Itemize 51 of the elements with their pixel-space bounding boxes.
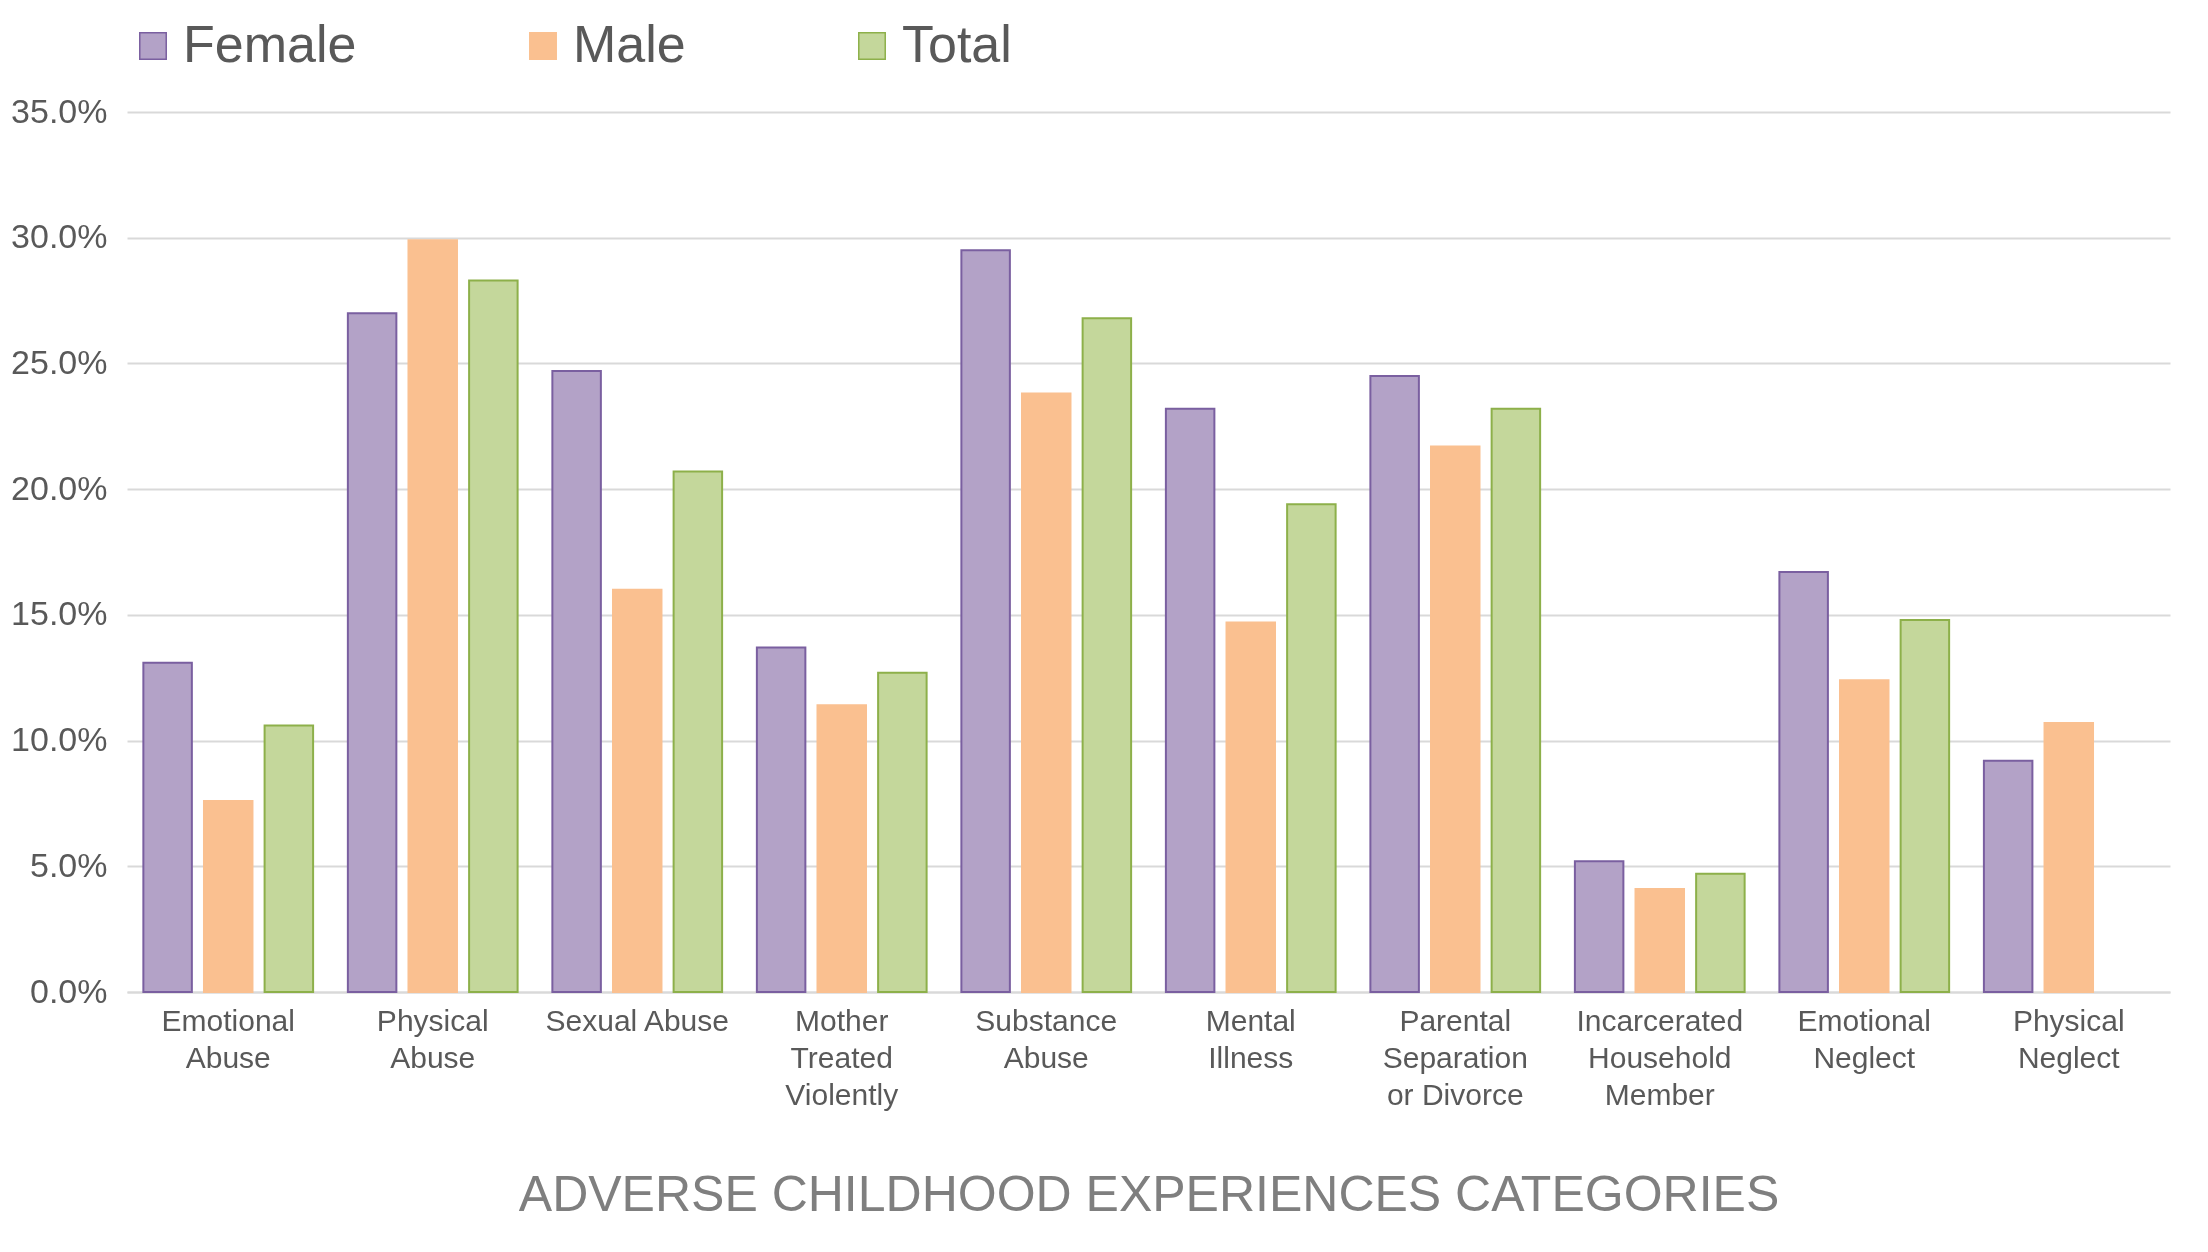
y-tick-label: 35.0% — [11, 91, 108, 130]
bar — [263, 724, 315, 993]
y-tick-label: 20.0% — [11, 468, 108, 507]
bar — [611, 588, 663, 993]
x-tick-label: Emotional Abuse — [161, 1003, 295, 1074]
bar — [2043, 721, 2095, 993]
bar — [551, 369, 602, 993]
x-tick-label: Parental Separation or Divorce — [1382, 1003, 1528, 1111]
x-tick-label: Mother Treated Violently — [785, 1003, 899, 1111]
x-tick-label: Physical Abuse — [376, 1003, 489, 1074]
bar — [672, 470, 724, 993]
x-tick-label: Emotional Neglect — [1797, 1003, 1931, 1074]
bar — [202, 799, 254, 993]
x-tick-label: Physical Neglect — [2012, 1003, 2125, 1074]
x-tick-label: Incarcerated Household Member — [1576, 1003, 1744, 1111]
bar — [877, 671, 928, 993]
bar — [346, 312, 398, 993]
bar — [1430, 445, 1481, 993]
legend-label: Male — [573, 15, 686, 73]
legend-label: Total — [902, 15, 1012, 73]
bar — [407, 239, 458, 993]
y-tick-label: 25.0% — [11, 342, 108, 381]
bar — [468, 279, 519, 993]
y-tick-label: 0.0% — [30, 971, 108, 1010]
y-tick-label: 10.0% — [11, 720, 108, 759]
bar — [755, 646, 807, 993]
bar — [1695, 872, 1746, 993]
bar — [1369, 375, 1420, 993]
bar — [1778, 571, 1829, 993]
legend-label: Female — [183, 15, 357, 73]
bar — [1634, 887, 1686, 993]
bar — [1839, 679, 1890, 993]
bar — [1573, 860, 1625, 993]
y-tick-label: 5.0% — [30, 845, 108, 884]
x-tick-label: Substance Abuse — [975, 1003, 1118, 1074]
bar — [1490, 407, 1542, 993]
bar — [1164, 407, 1216, 993]
bar — [1982, 759, 2034, 993]
y-tick-label: 15.0% — [11, 594, 108, 633]
bar — [1286, 503, 1337, 993]
bar — [1899, 618, 1951, 993]
bar — [816, 704, 867, 993]
y-tick-label: 30.0% — [11, 217, 108, 256]
bar — [1081, 317, 1133, 993]
bar — [1021, 392, 1072, 993]
x-axis-title: ADVERSE CHILDHOOD EXPERIENCES CATEGORIES — [518, 1165, 1780, 1222]
bar — [1225, 621, 1276, 993]
bar — [142, 661, 193, 993]
bar — [960, 249, 1011, 993]
x-tick-label: Sexual Abuse — [545, 1003, 729, 1037]
x-tick-label: Mental Illness — [1205, 1003, 1296, 1074]
